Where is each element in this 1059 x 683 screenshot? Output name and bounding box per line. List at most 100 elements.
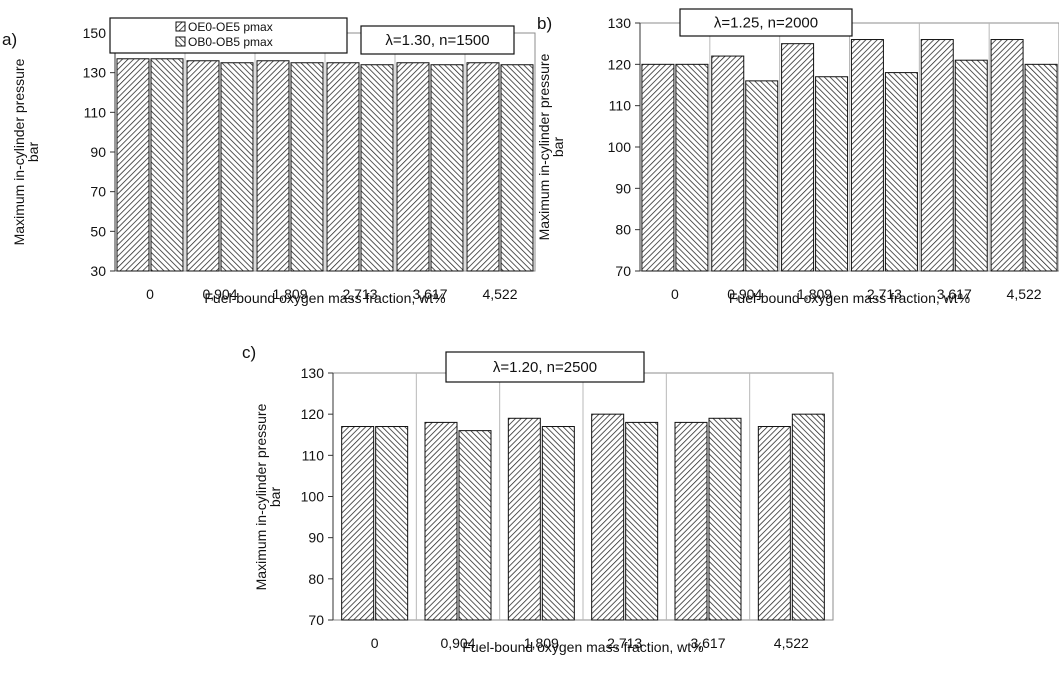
y-tick-label: 110 bbox=[609, 98, 632, 114]
x-tick-label: 3,617 bbox=[690, 635, 725, 651]
x-tick-label: 1,809 bbox=[524, 635, 559, 651]
bar-series2-1 bbox=[745, 80, 779, 272]
bar-series2-0 bbox=[375, 426, 409, 621]
bar-series2-5 bbox=[791, 413, 825, 621]
bar-series1-1 bbox=[424, 421, 458, 621]
y-tick-label: 120 bbox=[301, 406, 325, 422]
bar-series2-2 bbox=[541, 426, 575, 621]
legend-swatch-1 bbox=[175, 21, 186, 32]
y-tick-label: 100 bbox=[608, 139, 632, 155]
x-tick-label: 4,522 bbox=[482, 286, 517, 302]
bar-series1-0 bbox=[341, 426, 375, 621]
bar-series2-3 bbox=[625, 421, 659, 621]
bar-series2-3 bbox=[884, 72, 918, 272]
y-tick-label: 70 bbox=[615, 263, 631, 279]
y-tick-label: 150 bbox=[83, 25, 107, 41]
bar-series1-0 bbox=[116, 58, 150, 272]
bar-series1-4 bbox=[396, 62, 430, 272]
x-tick-label: 2,713 bbox=[867, 286, 902, 302]
x-tick-label: 4,522 bbox=[774, 635, 809, 651]
bar-series1-1 bbox=[711, 55, 745, 272]
bar-series2-2 bbox=[290, 62, 324, 272]
y-axis-title: Maximum in-cylinder pressure bbox=[253, 403, 269, 590]
bar-series2-1 bbox=[220, 62, 254, 272]
bar-series2-3 bbox=[360, 64, 394, 272]
x-tick-label: 3,617 bbox=[937, 286, 972, 302]
x-tick-label: 0 bbox=[671, 286, 679, 302]
y-tick-label: 80 bbox=[308, 571, 324, 587]
y-tick-label: 30 bbox=[90, 263, 106, 279]
y-tick-label: 80 bbox=[615, 222, 631, 238]
condition-annotation-box bbox=[445, 351, 645, 383]
y-tick-label: 90 bbox=[90, 144, 106, 160]
x-tick-label: 0 bbox=[371, 635, 379, 651]
x-tick-label: 0,904 bbox=[440, 635, 475, 651]
panel-label: c) bbox=[242, 343, 256, 362]
bar-series2-1 bbox=[458, 430, 492, 621]
bar-series1-4 bbox=[920, 39, 954, 272]
condition-annotation: λ=1.20, n=2500 bbox=[493, 359, 597, 376]
bar-series1-5 bbox=[757, 426, 791, 621]
y-tick-label: 100 bbox=[301, 489, 325, 505]
x-axis-title: Fuel-bound oxygen mass fraction, wt% bbox=[729, 290, 970, 306]
legend-box bbox=[109, 17, 348, 54]
condition-annotation: λ=1.25, n=2000 bbox=[714, 15, 818, 32]
legend-entry-2: OB0-OB5 pmax bbox=[188, 35, 273, 49]
bar-series1-5 bbox=[990, 39, 1024, 272]
x-tick-label: 3,617 bbox=[412, 286, 447, 302]
bar-series1-3 bbox=[326, 62, 360, 272]
bar-series1-3 bbox=[850, 39, 884, 272]
x-tick-label: 2,713 bbox=[607, 635, 642, 651]
bar-series2-0 bbox=[675, 63, 709, 272]
y-axis-title-unit: bar bbox=[267, 487, 283, 508]
x-tick-label: 1,809 bbox=[797, 286, 832, 302]
condition-annotation-box bbox=[679, 8, 853, 37]
y-tick-label: 50 bbox=[90, 223, 106, 239]
y-tick-label: 70 bbox=[308, 612, 324, 628]
y-tick-label: 130 bbox=[301, 365, 325, 381]
panel-label: b) bbox=[537, 14, 552, 33]
bar-series1-0 bbox=[641, 63, 675, 272]
y-tick-label: 130 bbox=[83, 65, 107, 81]
bar-series2-5 bbox=[500, 64, 534, 272]
bar-series1-4 bbox=[674, 421, 708, 621]
y-tick-label: 90 bbox=[615, 180, 631, 196]
y-tick-label: 90 bbox=[308, 530, 324, 546]
chart-panel-1: 30 50 70 90 110 130 150 0 0,904 1,809 2,713 3,617 4,… bbox=[2, 25, 536, 306]
y-tick-label: 70 bbox=[90, 184, 106, 200]
y-tick-label: 110 bbox=[302, 447, 325, 463]
bar-series1-2 bbox=[781, 43, 815, 272]
bar-series2-4 bbox=[430, 64, 464, 272]
bar-series2-5 bbox=[1024, 63, 1058, 272]
y-axis-title-unit: bar bbox=[25, 142, 41, 163]
x-tick-label: 2,713 bbox=[342, 286, 377, 302]
x-axis-title: Fuel-bound oxygen mass fraction, wt% bbox=[204, 290, 445, 306]
bar-series1-1 bbox=[186, 60, 220, 272]
bar-series1-5 bbox=[466, 62, 500, 272]
x-tick-label: 0,904 bbox=[727, 286, 762, 302]
bar-series1-2 bbox=[507, 417, 541, 621]
y-axis-title: Maximum in-cylinder pressure bbox=[536, 53, 552, 240]
x-tick-label: 0,904 bbox=[202, 286, 237, 302]
legend-entry-1: OE0-OE5 pmax bbox=[188, 20, 273, 34]
x-tick-label: 0 bbox=[146, 286, 154, 302]
bar-series2-4 bbox=[708, 417, 742, 621]
bar-series1-3 bbox=[591, 413, 625, 621]
y-tick-label: 130 bbox=[608, 15, 632, 31]
condition-annotation-box bbox=[360, 25, 515, 55]
bar-series2-4 bbox=[954, 59, 988, 272]
y-tick-label: 120 bbox=[608, 56, 632, 72]
y-axis-title: Maximum in-cylinder pressure bbox=[11, 58, 27, 245]
chart-panel-3: 70 80 90 100 110 120 130 0 0,904 1,809 2,713 3,617 4… bbox=[242, 343, 834, 655]
x-tick-label: 4,522 bbox=[1007, 286, 1042, 302]
condition-annotation: λ=1.30, n=1500 bbox=[385, 32, 489, 49]
y-tick-label: 110 bbox=[84, 104, 107, 120]
x-tick-label: 1,809 bbox=[272, 286, 307, 302]
legend-swatch-2 bbox=[175, 36, 186, 47]
bar-series2-0 bbox=[150, 58, 184, 272]
panel-label: a) bbox=[2, 30, 17, 49]
bar-series1-2 bbox=[256, 60, 290, 272]
y-axis-title-unit: bar bbox=[550, 137, 566, 158]
